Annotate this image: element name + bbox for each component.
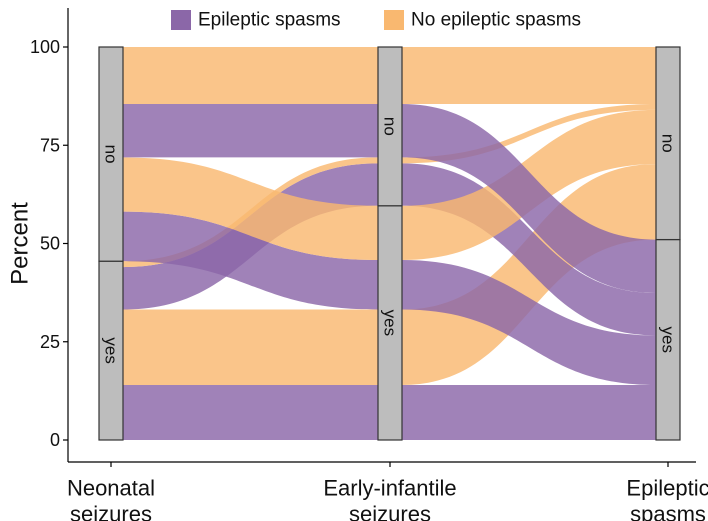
y-tick-label-50: 50 [40, 234, 60, 254]
stratum-label-ns-yes: yes [102, 337, 121, 363]
flow-spasms-eis-es [402, 384, 656, 440]
flow-no-spasms-eis-es [402, 47, 656, 104]
flow-spasms-eis-es [402, 260, 656, 385]
flow-no-spasms-eis-es [402, 164, 656, 385]
flow-no-spasms-ns-eis [123, 309, 378, 385]
stratum-label-eis-yes: yes [381, 310, 400, 336]
y-axis-title: Percent [7, 202, 34, 285]
flow-spasms-ns-eis [123, 211, 378, 310]
strata-layer: yes no yes no yes no [98, 46, 681, 441]
flow-no-spasms-ns-eis [123, 47, 378, 104]
x-tick-label-ns-line1: Neonatal [67, 476, 155, 501]
legend-label-no-spasms: No epileptic spasms [411, 10, 581, 31]
axes-layer: 0255075100PercentNeonatalseizuresEarly-i… [7, 8, 708, 521]
y-tick-label-25: 25 [40, 332, 60, 352]
legend-label-spasms: Epileptic spasms [198, 10, 341, 31]
stratum-es-yes [655, 238, 681, 441]
legend: Epileptic spasms No epileptic spasms [171, 10, 581, 31]
stratum-label-es-no: no [659, 134, 678, 153]
y-tick-label-100: 100 [30, 37, 60, 57]
x-tick-label-ns-line2: seizures [70, 502, 152, 521]
flow-no-spasms-eis-es [402, 103, 656, 164]
x-tick-label-es-line2: spasms [630, 502, 706, 521]
x-tick-label-es-line1: Epileptic [626, 476, 708, 501]
stratum-es-no [655, 46, 681, 241]
x-tick-label-eis-line2: seizures [349, 502, 431, 521]
stratum-eis-yes [377, 205, 403, 441]
flows-layer [123, 47, 656, 440]
flow-spasms-eis-es [402, 103, 656, 294]
legend-swatch-spasms [171, 10, 191, 30]
stratum-label-ns-no: no [102, 145, 121, 164]
legend-swatch-no-spasms [384, 10, 404, 30]
stratum-label-es-yes: yes [659, 327, 678, 353]
stratum-ns-no [98, 46, 124, 262]
flow-spasms-ns-eis [123, 103, 378, 158]
y-tick-label-0: 0 [50, 430, 60, 450]
stratum-ns-yes [98, 260, 124, 441]
y-tick-label-75: 75 [40, 135, 60, 155]
x-tick-label-eis-line1: Early-infantile [323, 476, 456, 501]
flow-spasms-ns-eis [123, 384, 378, 440]
stratum-label-eis-no: no [381, 117, 400, 136]
stratum-eis-no [377, 46, 403, 207]
flow-no-spasms-ns-eis [123, 157, 378, 261]
